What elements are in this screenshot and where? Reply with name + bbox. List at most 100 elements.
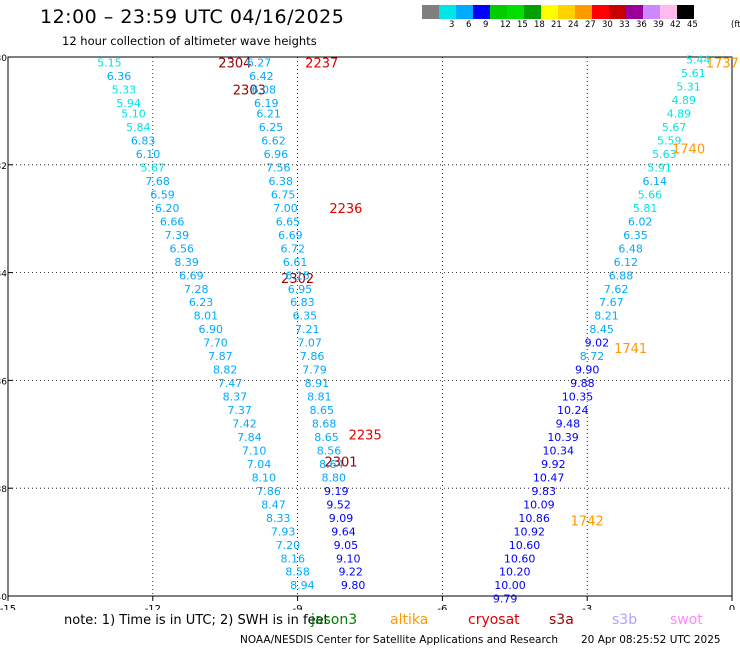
track-time-label: 1742 xyxy=(571,515,604,530)
x-tick-label: -9 xyxy=(293,604,303,610)
page-subtitle: 12 hour collection of altimeter wave hei… xyxy=(62,34,317,48)
wave-height-label: 6.56 xyxy=(170,242,195,255)
color-legend: 3 6 9 12 15 18 21 24 27 30 33 36 39 42 45 xyxy=(422,5,698,30)
wave-height-label: 6.35 xyxy=(623,229,648,242)
wave-height-label: 6.72 xyxy=(281,242,306,255)
legend-tick-label: 3 xyxy=(449,20,455,30)
legend-tick-label: 12 xyxy=(500,20,511,30)
wave-height-label: 7.00 xyxy=(273,202,298,215)
legend-swatch: 6 xyxy=(456,5,473,30)
legend-swatch: 39 xyxy=(643,5,664,30)
wave-height-chart: -15-12-9-6-30-30-32-34-36-38-405.156.365… xyxy=(0,54,739,610)
legend-swatch: 18 xyxy=(524,5,545,30)
wave-height-label: 8.65 xyxy=(314,431,339,444)
wave-height-label: 7.04 xyxy=(247,458,272,471)
wave-height-label: 7.56 xyxy=(266,161,291,174)
note-text: note: 1) Time is in UTC; 2) SWH is in fe… xyxy=(64,613,329,628)
legend-tick-label: 6 xyxy=(466,20,472,30)
wave-height-label: 7.84 xyxy=(237,431,262,444)
wave-height-label: 5.10 xyxy=(121,108,146,121)
wave-height-label: 7.39 xyxy=(165,229,190,242)
wave-height-label: 10.20 xyxy=(499,566,531,579)
legend-swatch: 27 xyxy=(575,5,596,30)
legend-tick-label: 9 xyxy=(483,20,489,30)
wave-height-label: 8.65 xyxy=(309,404,334,417)
y-tick-label: -34 xyxy=(0,270,7,280)
wave-height-label: 8.47 xyxy=(261,498,286,511)
wave-height-label: 5.59 xyxy=(657,135,682,148)
legend-tick-label: 15 xyxy=(517,20,528,30)
wave-height-label: 6.14 xyxy=(643,175,668,188)
y-tick-label: -38 xyxy=(0,485,7,495)
wave-height-label: 7.37 xyxy=(227,404,252,417)
wave-height-label: 8.58 xyxy=(285,566,310,579)
wave-height-label: 6.38 xyxy=(268,175,293,188)
y-tick-label: -36 xyxy=(0,377,7,387)
wave-height-label: 5.81 xyxy=(633,202,658,215)
wave-height-label: 8.64 xyxy=(319,458,344,471)
satellite-legend-s3a: s3a xyxy=(549,612,574,628)
satellite-legend-altika: altika xyxy=(390,612,429,628)
x-tick-label: -3 xyxy=(582,604,592,610)
wave-height-label: 6.83 xyxy=(131,135,156,148)
x-tick-label: -12 xyxy=(145,604,161,610)
wave-height-label: 6.65 xyxy=(276,215,301,228)
track-time-label: 2235 xyxy=(349,428,382,443)
satellite-legend-swot: swot xyxy=(670,612,703,628)
track-time-label: 2303 xyxy=(233,83,266,98)
legend-swatch: 45 xyxy=(677,5,698,30)
legend-swatch: 3 xyxy=(439,5,456,30)
wave-height-label: 6.20 xyxy=(155,202,180,215)
legend-swatch: 42 xyxy=(660,5,681,30)
track-time-label: 2304 xyxy=(218,56,251,71)
wave-height-label: 6.19 xyxy=(254,97,279,110)
wave-height-label: 9.80 xyxy=(341,579,366,592)
wave-height-label: 10.00 xyxy=(494,579,526,592)
wave-height-label: 8.82 xyxy=(213,364,238,377)
wave-height-label: 6.25 xyxy=(259,121,284,134)
wave-height-label: 6.36 xyxy=(107,70,132,83)
wave-height-label: 5.44 xyxy=(686,54,711,67)
legend-swatch: 30 xyxy=(592,5,613,30)
satellite-legend-jason3: jason3 xyxy=(311,612,358,628)
wave-height-label: 8.94 xyxy=(290,579,315,592)
track-time-label: 2301 xyxy=(324,455,357,470)
wave-height-label: 9.05 xyxy=(334,539,359,552)
wave-height-label: 5.67 xyxy=(662,121,687,134)
wave-height-label: 10.35 xyxy=(562,391,594,404)
wave-height-label: 6.08 xyxy=(252,83,277,96)
wave-height-label: 7.10 xyxy=(242,444,267,457)
wave-height-label: 6.66 xyxy=(160,215,185,228)
wave-height-label: 9.02 xyxy=(585,337,610,350)
wave-height-label: 8.72 xyxy=(580,350,605,363)
wave-height-label: 7.21 xyxy=(295,323,320,336)
wave-height-label: 9.64 xyxy=(331,525,356,538)
wave-height-label: 9.90 xyxy=(575,364,600,377)
satellite-legend: jason3 altika cryosat s3a s3b swot xyxy=(0,612,740,630)
x-tick-label: 0 xyxy=(729,604,735,610)
wave-height-label: 9.52 xyxy=(326,498,351,511)
wave-height-label: 10.60 xyxy=(509,539,541,552)
track-time-label: 2302 xyxy=(281,272,314,287)
wave-height-label: 9.88 xyxy=(570,377,595,390)
wave-height-label: 7.86 xyxy=(256,485,281,498)
wave-height-label: 6.69 xyxy=(179,269,204,282)
footer-credit: NOAA/NESDIS Center for Satellite Applica… xyxy=(240,634,558,646)
wave-height-label: 5.33 xyxy=(112,83,137,96)
legend-tick-label: 39 xyxy=(653,20,664,30)
wave-height-label: 10.92 xyxy=(514,525,546,538)
wave-height-label: 8.16 xyxy=(281,552,306,565)
wave-height-label: 6.10 xyxy=(136,148,161,161)
wave-height-label: 8.45 xyxy=(589,323,614,336)
wave-height-label: 8.81 xyxy=(307,391,332,404)
wave-height-label: 6.75 xyxy=(271,188,296,201)
satellite-legend-s3b: s3b xyxy=(612,612,638,628)
legend-swatch xyxy=(422,5,439,19)
wave-height-label: 9.10 xyxy=(336,552,361,565)
wave-height-label: 9.22 xyxy=(338,566,363,579)
wave-height-label: 7.67 xyxy=(599,296,624,309)
wave-height-label: 9.48 xyxy=(556,418,581,431)
legend-tick-label: 21 xyxy=(551,20,562,30)
legend-tick-label: 36 xyxy=(636,20,647,30)
wave-height-label: 9.92 xyxy=(541,458,566,471)
